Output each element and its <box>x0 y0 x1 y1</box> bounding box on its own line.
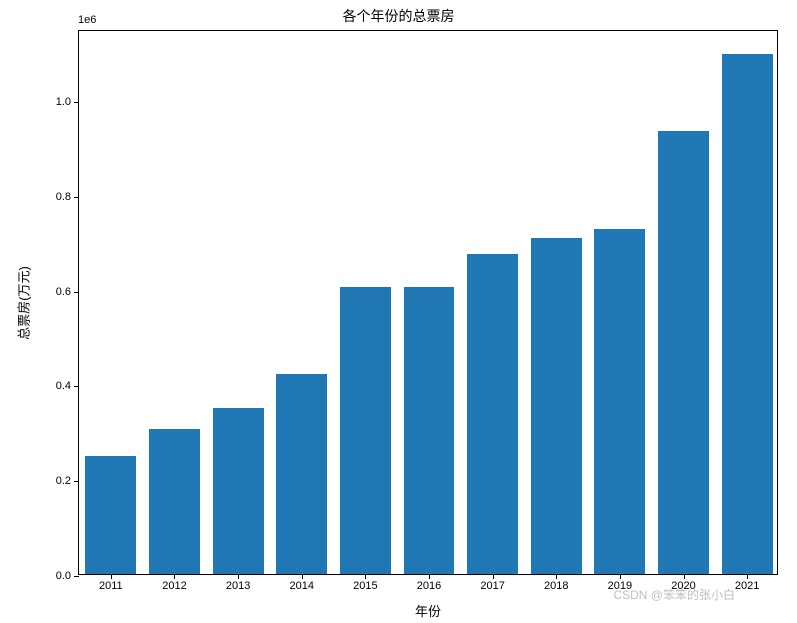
y-axis-label: 总票房(万元) <box>14 266 33 340</box>
y-tick <box>74 292 79 293</box>
x-tick-label: 2013 <box>226 580 250 592</box>
x-tick-label: 2011 <box>99 580 123 592</box>
x-tick <box>365 574 366 579</box>
x-tick-label: 2018 <box>544 580 568 592</box>
x-tick-label: 2021 <box>735 580 759 592</box>
bar <box>85 456 136 574</box>
x-tick-label: 2015 <box>353 580 377 592</box>
y-scale-exponent: 1e6 <box>78 14 96 26</box>
y-tick-label: 0.0 <box>56 570 71 582</box>
bar <box>276 374 327 574</box>
bar <box>213 408 264 574</box>
x-axis-label: 年份 <box>415 601 441 620</box>
x-tick-label: 2017 <box>480 580 504 592</box>
y-tick <box>74 386 79 387</box>
x-tick <box>111 574 112 579</box>
bar-chart: 各个年份的总票房 1e6 0.00.20.40.60.81.0201120122… <box>0 0 797 623</box>
x-tick <box>620 574 621 579</box>
y-tick-label: 0.4 <box>56 380 71 392</box>
y-tick <box>74 102 79 103</box>
x-tick-label: 2016 <box>417 580 441 592</box>
y-tick <box>74 576 79 577</box>
x-tick <box>302 574 303 579</box>
bar <box>531 238 582 574</box>
bar <box>594 229 645 574</box>
x-tick <box>684 574 685 579</box>
x-tick <box>238 574 239 579</box>
y-tick-label: 0.2 <box>56 475 71 487</box>
y-tick-label: 0.6 <box>56 286 71 298</box>
chart-title: 各个年份的总票房 <box>0 6 797 26</box>
bar <box>340 287 391 574</box>
plot-area: 0.00.20.40.60.81.02011201220132014201520… <box>78 30 778 575</box>
bar <box>722 54 773 574</box>
x-tick <box>174 574 175 579</box>
x-tick-label: 2012 <box>162 580 186 592</box>
x-tick <box>429 574 430 579</box>
bar <box>404 287 455 574</box>
y-tick <box>74 197 79 198</box>
y-tick-label: 0.8 <box>56 191 71 203</box>
x-tick-label: 2014 <box>289 580 313 592</box>
bar <box>149 429 200 574</box>
y-tick <box>74 481 79 482</box>
x-tick <box>493 574 494 579</box>
bar <box>467 254 518 574</box>
y-tick-label: 1.0 <box>56 96 71 108</box>
x-tick <box>556 574 557 579</box>
csdn-watermark: CSDN @笨笨的张小白 <box>613 586 735 603</box>
bar <box>658 131 709 574</box>
x-tick <box>747 574 748 579</box>
